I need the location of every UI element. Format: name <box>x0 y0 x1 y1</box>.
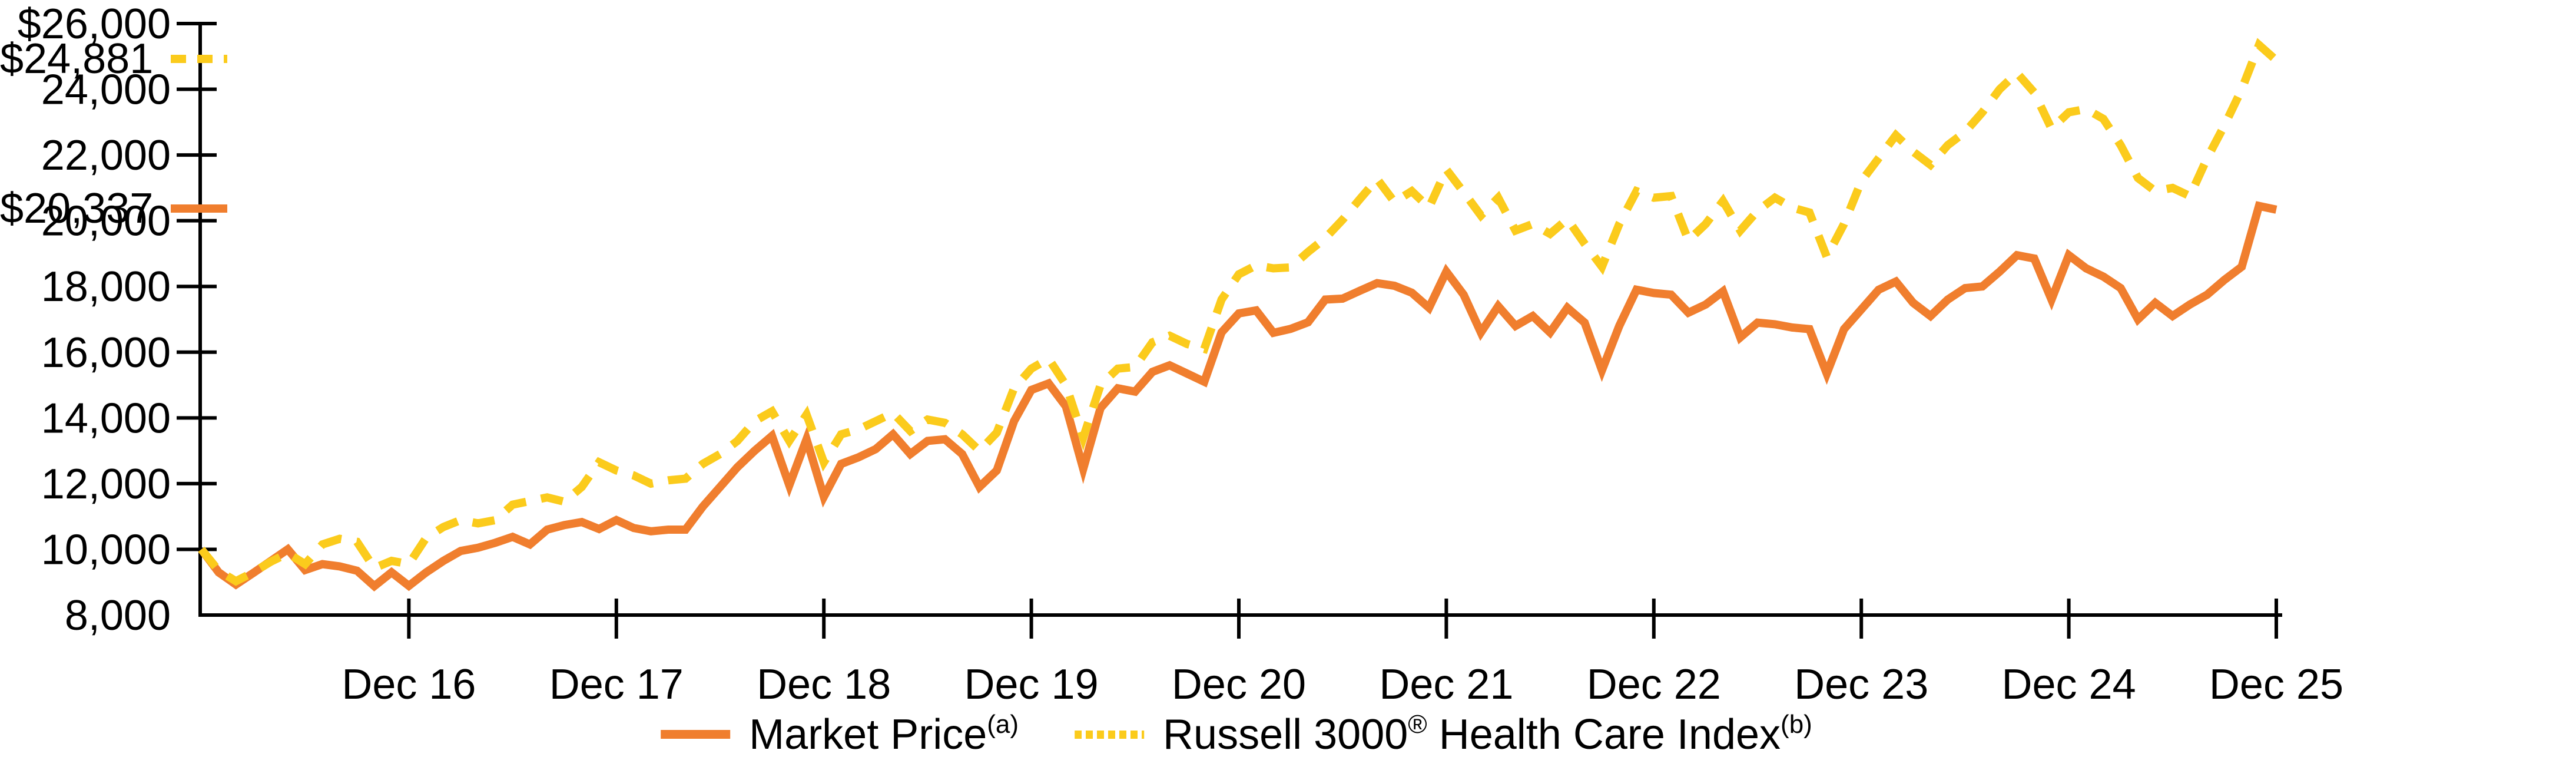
y-tick-label: 16,000 <box>41 329 171 376</box>
y-tick-label: 24,000 <box>41 67 171 114</box>
index-line <box>198 38 2279 586</box>
market-price-line <box>198 201 2277 592</box>
x-tick-label: Dec 19 <box>964 661 1099 708</box>
y-tick-label: 10,000 <box>41 526 171 573</box>
y-tick-label: 22,000 <box>41 132 171 179</box>
market-price-swatch-icon <box>661 730 731 739</box>
x-tick-label: Dec 18 <box>757 661 891 708</box>
legend-market-label: Market Price(a) <box>749 710 1019 758</box>
legend-index-label: Russell 3000® Health Care Index(b) <box>1163 710 1812 758</box>
y-tick-label: 18,000 <box>41 263 171 310</box>
legend-item-index: Russell 3000® Health Care Index(b) <box>1075 710 1812 758</box>
index-line-swatch-icon <box>171 55 228 63</box>
x-tick-label: Dec 20 <box>1172 661 1306 708</box>
y-tick-label: 12,000 <box>41 461 171 508</box>
market-end-value: $20,337 <box>0 185 154 232</box>
x-tick-label: Dec 23 <box>1794 661 1928 708</box>
x-tick-label: Dec 25 <box>2209 661 2343 708</box>
x-tick-label: Dec 16 <box>342 661 476 708</box>
footnote-b: (b) <box>1781 710 1812 739</box>
x-tick-label: Dec 24 <box>2002 661 2136 708</box>
x-tick-label: Dec 21 <box>1379 661 1513 708</box>
index-swatch-icon <box>1075 730 1145 739</box>
registered-mark: ® <box>1408 710 1427 739</box>
x-tick-label: Dec 17 <box>549 661 684 708</box>
x-tick-label: Dec 22 <box>1587 661 1721 708</box>
y-tick-label: 20,000 <box>41 198 171 245</box>
y-tick-label: 14,000 <box>41 395 171 442</box>
chart-legend: Market Price(a) Russell 3000® Health Car… <box>661 710 1812 758</box>
legend-item-market-price: Market Price(a) <box>661 710 1019 758</box>
market-line-swatch-icon <box>171 204 228 213</box>
y-tick-label: 8,000 <box>65 592 171 639</box>
footnote-a: (a) <box>987 710 1019 739</box>
end-label-index: $24,881 <box>0 35 228 82</box>
index-end-value: $24,881 <box>0 35 154 82</box>
y-tick-label: $26,000 <box>18 1 171 48</box>
end-label-market: $20,337 <box>0 185 228 232</box>
